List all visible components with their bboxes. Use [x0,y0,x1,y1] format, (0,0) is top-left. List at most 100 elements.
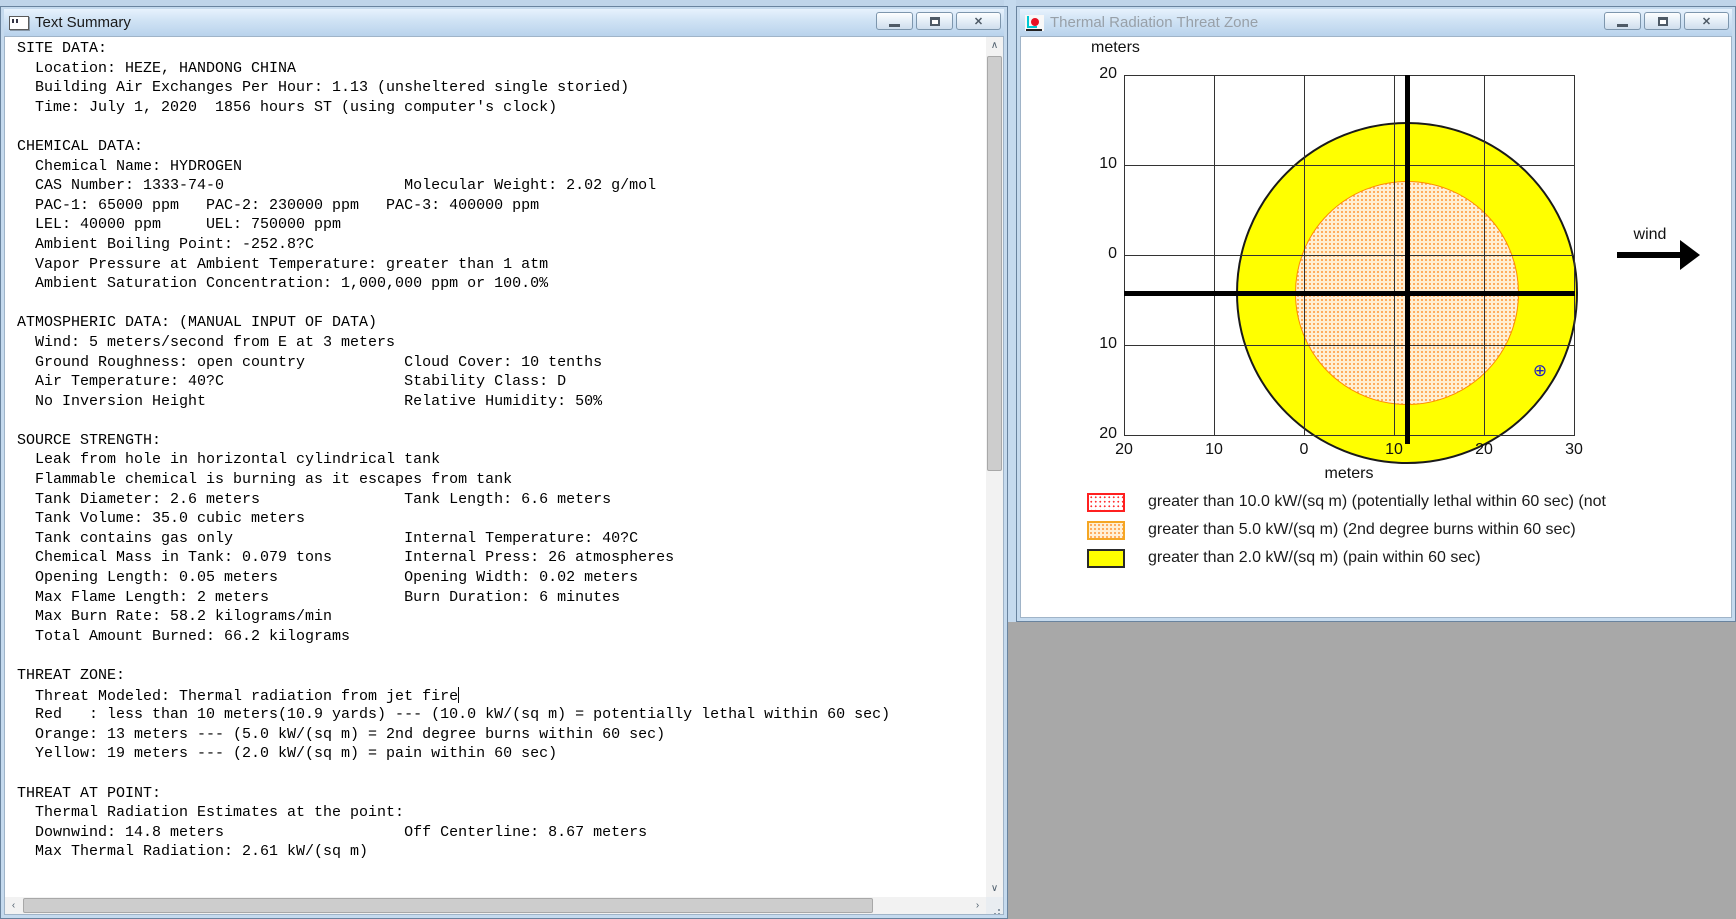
chevron-down-icon: ∨ [990,883,999,894]
summary-line: CAS Number: 1333-74-0 Molecular Weight: … [17,177,657,195]
legend-item-red: greater than 10.0 kW/(sq m) (potentially… [1087,492,1606,512]
text-summary-client: SITE DATA: Location: HEZE, HANDONG CHINA… [4,36,1004,915]
summary-line: SITE DATA: [17,40,108,57]
horizontal-scrollbar[interactable]: ‹ › [5,897,986,914]
legend-label: greater than 2.0 kW/(sq m) (pain within … [1148,549,1481,566]
summary-line: ATMOSPHERIC DATA: (MANUAL INPUT OF DATA) [17,314,378,332]
y-axis-label: meters [1091,39,1140,56]
summary-text[interactable]: SITE DATA: Location: HEZE, HANDONG CHINA… [5,37,986,897]
maximize-icon [1657,16,1668,26]
threat-zone-title: Thermal Radiation Threat Zone [1050,14,1259,31]
summary-line: Location: HEZE, HANDONG CHINA [17,59,297,77]
horizontal-scroll-thumb[interactable] [23,898,873,913]
summary-line: Max Burn Rate: 58.2 kilograms/min [17,608,333,626]
minimize-button[interactable] [1604,12,1641,30]
legend-item-yellow: greater than 2.0 kW/(sq m) (pain within … [1087,548,1481,568]
x-tick: 0 [1299,441,1309,458]
summary-line: No Inversion Height Relative Humidity: 5… [17,392,603,410]
legend-item-orange: greater than 5.0 kW/(sq m) (2nd degree b… [1087,520,1576,540]
chevron-up-icon: ∧ [990,40,999,51]
summary-line: Thermal Radiation Estimates at the point… [17,804,405,822]
summary-line [17,647,986,667]
legend-label: greater than 5.0 kW/(sq m) (2nd degree b… [1148,521,1576,538]
close-button[interactable]: ✕ [1684,12,1729,30]
y-tick: 0 [1108,245,1117,262]
threat-zone-titlebar[interactable]: Thermal Radiation Threat Zone ✕ [1020,9,1732,36]
text-summary-title: Text Summary [35,14,131,31]
origin-axis-vertical [1405,75,1410,444]
y-tick: 20 [1099,65,1117,82]
x-tick: 10 [1385,441,1403,458]
summary-line: Threat Modeled: Thermal radiation from j… [17,686,460,705]
grid-lines [1124,75,1575,436]
summary-line: Leak from hole in horizontal cylindrical… [17,451,441,469]
legend-swatch-red [1087,492,1125,512]
summary-line: Downwind: 14.8 meters Off Centerline: 8.… [17,823,648,841]
threat-zone-chart: meters 20 10 0 10 20 ⊕ 20 10 0 10 20 30 [1021,37,1731,617]
chevron-right-icon: › [975,900,980,911]
origin-axis-horizontal [1124,291,1575,296]
summary-line: Ambient Boiling Point: -252.8?C [17,235,315,253]
y-tick: 10 [1099,155,1117,172]
scroll-right-button[interactable]: › [969,897,986,914]
close-icon: ✕ [973,15,984,28]
summary-line: SOURCE STRENGTH: [17,431,162,449]
vertical-scroll-thumb[interactable] [987,56,1002,471]
summary-line [17,412,986,432]
x-tick: 20 [1115,441,1133,458]
summary-line [17,765,986,785]
resize-grip-icon [998,909,1000,911]
y-tick: 20 [1099,425,1117,442]
y-tick: 10 [1099,335,1117,352]
x-tick: 30 [1565,441,1583,458]
close-icon: ✕ [1701,15,1712,28]
threat-zone-client: meters 20 10 0 10 20 ⊕ 20 10 0 10 20 30 [1020,36,1732,618]
text-summary-icon [9,15,29,30]
summary-line [17,295,986,315]
summary-line: Vapor Pressure at Ambient Temperature: g… [17,255,549,273]
summary-line: Ambient Saturation Concentration: 1,000,… [17,275,549,293]
text-summary-window: Text Summary ✕ SITE DATA: Location: HEZE… [0,6,1008,919]
summary-line: THREAT AT POINT: [17,784,162,802]
maximize-button[interactable] [916,12,953,30]
summary-line: LEL: 40000 ppm UEL: 750000 ppm [17,216,342,234]
scroll-down-button[interactable]: ∨ [986,880,1003,897]
text-summary-titlebar[interactable]: Text Summary ✕ [4,9,1004,36]
summary-line: THREAT ZONE: [17,667,126,684]
summary-line: Tank Diameter: 2.6 meters Tank Length: 6… [17,490,612,508]
legend-label: greater than 10.0 kW/(sq m) (potentially… [1148,493,1606,510]
threat-zone-chart-icon [1025,14,1044,31]
chevron-left-icon: ‹ [11,900,16,911]
close-button[interactable]: ✕ [956,12,1001,30]
summary-line: Opening Length: 0.05 meters Opening Widt… [17,569,639,587]
maximize-button[interactable] [1644,12,1681,30]
summary-line: Yellow: 19 meters --- (2.0 kW/(sq m) = p… [17,745,558,763]
mdi-top-strip [0,0,1736,6]
x-tick: 20 [1475,441,1493,458]
summary-line [17,118,986,138]
summary-line: Time: July 1, 2020 1856 hours ST (using … [17,98,558,116]
summary-line: Flammable chemical is burning as it esca… [17,471,513,489]
summary-line: Red : less than 10 meters(10.9 yards) --… [17,706,891,724]
minimize-icon [889,23,900,27]
summary-line: Wind: 5 meters/second from E at 3 meters [17,333,396,351]
summary-line: Ground Roughness: open country Cloud Cov… [17,353,603,371]
resize-grip[interactable] [986,897,1003,914]
plot-area[interactable]: ⊕ [1124,75,1578,464]
vertical-scrollbar[interactable]: ∧ ∨ [986,37,1003,897]
summary-line: PAC-1: 65000 ppm PAC-2: 230000 ppm PAC-3… [17,196,540,214]
summary-line: Chemical Name: HYDROGEN [17,157,243,175]
scroll-up-button[interactable]: ∧ [986,37,1003,54]
summary-line: Max Thermal Radiation: 2.61 kW/(sq m) [17,843,369,861]
summary-line: Max Flame Length: 2 meters Burn Duration… [17,588,621,606]
threat-point-marker[interactable]: ⊕ [1532,361,1548,380]
scroll-left-button[interactable]: ‹ [5,897,22,914]
x-tick: 10 [1205,441,1223,458]
summary-line: Tank contains gas only Internal Temperat… [17,529,639,547]
legend-swatch-yellow [1087,548,1125,568]
summary-line: Chemical Mass in Tank: 0.079 tons Intern… [17,549,675,567]
wind-label: wind [1633,226,1667,243]
minimize-button[interactable] [876,12,913,30]
legend-swatch-orange [1087,520,1125,540]
